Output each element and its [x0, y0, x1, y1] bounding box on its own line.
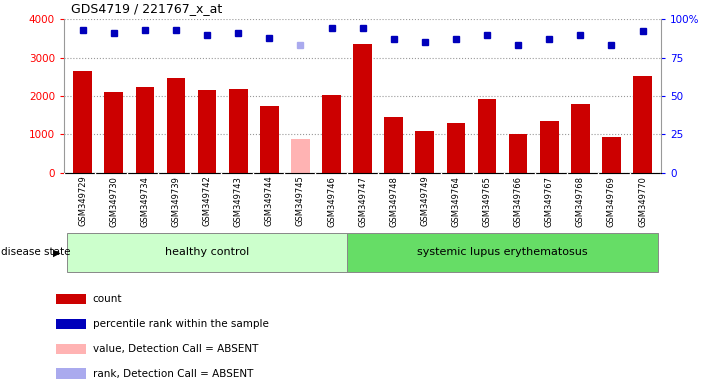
Text: GSM349744: GSM349744 — [264, 176, 274, 227]
Bar — [385, 117, 403, 173]
Bar — [73, 71, 92, 173]
Bar — [509, 134, 528, 173]
Bar — [353, 44, 372, 173]
Bar — [322, 95, 341, 173]
Bar — [56, 319, 87, 329]
Text: systemic lupus erythematosus: systemic lupus erythematosus — [417, 247, 588, 258]
Bar — [56, 369, 87, 379]
Text: healthy control: healthy control — [165, 247, 249, 258]
Text: GSM349767: GSM349767 — [545, 176, 554, 227]
Text: GSM349764: GSM349764 — [451, 176, 461, 227]
Text: GSM349746: GSM349746 — [327, 176, 336, 227]
Bar — [540, 121, 559, 173]
Text: percentile rank within the sample: percentile rank within the sample — [92, 319, 269, 329]
Text: GSM349747: GSM349747 — [358, 176, 367, 227]
Text: value, Detection Call = ABSENT: value, Detection Call = ABSENT — [92, 344, 258, 354]
Bar — [634, 76, 652, 173]
Text: GSM349734: GSM349734 — [140, 176, 149, 227]
Text: GSM349743: GSM349743 — [234, 176, 242, 227]
Bar — [291, 139, 310, 173]
Text: GSM349749: GSM349749 — [420, 176, 429, 227]
Text: disease state: disease state — [1, 247, 70, 258]
Text: GSM349768: GSM349768 — [576, 176, 585, 227]
Bar — [198, 90, 216, 173]
Bar — [67, 233, 347, 272]
Bar — [229, 89, 247, 173]
Text: GDS4719 / 221767_x_at: GDS4719 / 221767_x_at — [71, 2, 223, 15]
Text: GSM349748: GSM349748 — [389, 176, 398, 227]
Bar — [571, 104, 589, 173]
Bar — [347, 233, 658, 272]
Text: GSM349769: GSM349769 — [607, 176, 616, 227]
Text: GSM349739: GSM349739 — [171, 176, 181, 227]
Text: ▶: ▶ — [53, 247, 60, 258]
Text: rank, Detection Call = ABSENT: rank, Detection Call = ABSENT — [92, 369, 253, 379]
Text: count: count — [92, 294, 122, 304]
Bar — [56, 294, 87, 304]
Text: GSM349729: GSM349729 — [78, 176, 87, 227]
Text: GSM349766: GSM349766 — [513, 176, 523, 227]
Text: GSM349745: GSM349745 — [296, 176, 305, 227]
Bar — [136, 87, 154, 173]
Text: GSM349765: GSM349765 — [483, 176, 491, 227]
Text: GSM349742: GSM349742 — [203, 176, 212, 227]
Bar — [56, 344, 87, 354]
Bar — [260, 106, 279, 173]
Text: GSM349770: GSM349770 — [638, 176, 647, 227]
Bar — [415, 131, 434, 173]
Bar — [105, 92, 123, 173]
Bar — [166, 78, 186, 173]
Text: GSM349730: GSM349730 — [109, 176, 118, 227]
Bar — [478, 99, 496, 173]
Bar — [447, 123, 465, 173]
Bar — [602, 137, 621, 173]
